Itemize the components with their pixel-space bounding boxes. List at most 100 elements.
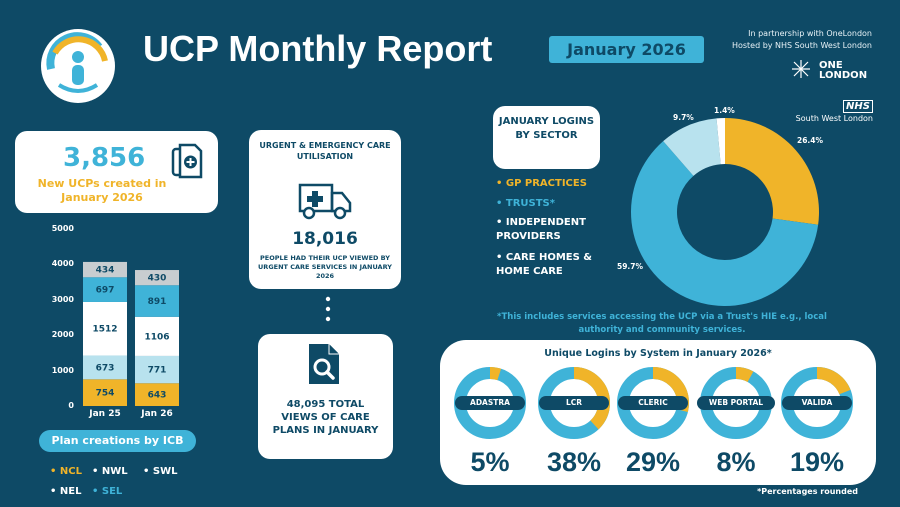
donut-slice-label: 9.7% <box>673 113 694 122</box>
ambulance-icon <box>298 181 353 225</box>
bar-value-label: 1106 <box>144 332 169 342</box>
icb-bar-svg: 754 673 1512 697 434 643 771 1106 891 430 <box>83 261 179 406</box>
legend-item-nel: • NEL <box>50 486 82 497</box>
y-tick-label: 5000 <box>51 224 74 233</box>
sector-legend-label: CARE HOMES & HOME CARE <box>496 252 593 277</box>
sector-legend-item: • INDEPENDENT PROVIDERS <box>496 216 606 244</box>
bar-value-label: 673 <box>96 363 115 373</box>
y-tick-label: 0 <box>68 401 74 410</box>
system-name-label: ADASTRA <box>455 396 525 410</box>
bar-value-label: 697 <box>96 286 115 296</box>
system-ring-fill <box>454 367 526 439</box>
systems-card: Unique Logins by System in January 2026*… <box>440 340 876 485</box>
system-percentage: 29% <box>625 447 681 477</box>
partner-line-1: In partnership with OneLondon <box>748 29 872 38</box>
donut-slice <box>716 118 725 165</box>
system-name-label: WEB PORTAL <box>697 396 775 410</box>
icb-chart-title: Plan creations by ICB <box>39 430 196 452</box>
y-tick-label: 1000 <box>51 365 74 375</box>
system-name-label: VALIDA <box>782 396 852 410</box>
ucp-logo <box>39 27 117 105</box>
bar-segment-swl <box>83 301 127 356</box>
icb-bar-chart: 0 1000 2000 3000 4000 5000 754 673 1512 697 434 64… <box>0 0 230 430</box>
rounded-footnote: *Percentages rounded <box>757 487 858 496</box>
bullet: • <box>496 217 506 228</box>
sector-title-card: JANUARY LOGINS BY SECTOR <box>493 106 600 169</box>
x-tick-label: Jan 26 <box>141 409 173 419</box>
onelondon-logo: ONE LONDON <box>791 58 873 81</box>
svg-text:ONE: ONE <box>819 60 843 71</box>
sector-legend-item: • GP PRACTICES <box>496 177 606 191</box>
bullet: • <box>496 252 506 263</box>
page-title: UCP Monthly Report <box>143 28 493 69</box>
bar-value-label: 754 <box>96 389 115 399</box>
bar-value-label: 891 <box>148 297 167 307</box>
sector-donut-chart <box>631 118 819 307</box>
x-tick-label: Jan 25 <box>89 409 121 419</box>
nhs-mark: NHS <box>843 100 873 113</box>
new-ucps-card: 3,856 New UCPs created in January 2026 <box>15 131 218 213</box>
bar-value-label: 430 <box>148 274 167 284</box>
legend-item-nwl: • NWL <box>92 466 128 477</box>
bullet: • <box>496 198 506 209</box>
month-badge: January 2026 <box>549 36 704 63</box>
urgent-care-card: URGENT & EMERGENCY CARE UTILISATION 18,0… <box>249 130 401 289</box>
y-tick-label: 2000 <box>51 330 74 340</box>
nhs-subtitle: South West London <box>795 114 873 123</box>
urgent-care-description: PEOPLE HAD THEIR UCP VIEWED BY URGENT CA… <box>258 254 392 280</box>
system-name-label: LCR <box>539 396 609 410</box>
legend-item-ncl: • NCL <box>50 466 82 477</box>
sector-footnote: *This includes services accessing the UC… <box>497 312 827 335</box>
bar-value-label: 434 <box>96 266 115 276</box>
sector-legend-item: • CARE HOMES & HOME CARE <box>496 251 606 279</box>
svg-text:LONDON: LONDON <box>819 70 867 80</box>
donut-slice-label: 1.4% <box>714 106 735 115</box>
urgent-care-count: 18,016 <box>292 229 358 249</box>
new-ucps-count: 3,856 <box>63 143 146 173</box>
system-percentage: 38% <box>546 447 602 477</box>
connector-dots <box>325 296 331 330</box>
bar-segment-sel <box>135 285 179 317</box>
system-ring-fill <box>700 367 772 439</box>
y-tick-label: 3000 <box>51 294 74 304</box>
sector-legend-item: • TRUSTS* <box>496 197 606 211</box>
sector-legend-label: GP PRACTICES <box>505 178 587 189</box>
bar-segment-sel <box>83 277 127 302</box>
system-ring-fill <box>781 367 853 439</box>
bar-segment-swl <box>135 316 179 356</box>
document-search-icon <box>306 342 342 390</box>
donut-slice-label: 59.7% <box>617 262 644 271</box>
total-views-card: 48,095 TOTAL VIEWS OF CARE PLANS IN JANU… <box>258 334 393 459</box>
system-percentage: 19% <box>789 447 845 477</box>
sector-legend-label: TRUSTS* <box>505 198 555 209</box>
new-ucps-label: New UCPs created in January 2026 <box>37 177 167 204</box>
partner-line-2: Hosted by NHS South West London <box>731 41 872 50</box>
donut-slice <box>631 141 819 307</box>
partner-info: In partnership with OneLondon Hosted by … <box>732 28 872 52</box>
bar-segment-nwl <box>135 355 179 384</box>
total-views-text: 48,095 TOTAL VIEWS OF CARE PLANS IN JANU… <box>272 399 379 436</box>
document-plus-icon <box>171 143 203 185</box>
bar-segment-nel <box>135 270 179 286</box>
system-name-label: CLERIC <box>618 396 688 410</box>
legend-item-sel: • SEL <box>92 486 123 497</box>
nhs-logo: NHS South West London <box>793 94 873 123</box>
sector-legend-label: INDEPENDENT PROVIDERS <box>496 217 586 242</box>
bar-segment-ncl <box>83 379 127 406</box>
bar-value-label: 1512 <box>92 325 117 335</box>
y-tick-label: 4000 <box>51 259 74 269</box>
donut-slice-label: 26.4% <box>797 136 824 145</box>
bar-segment-nel <box>83 261 127 278</box>
bullet: • <box>496 178 506 189</box>
systems-title: Unique Logins by System in January 2026* <box>544 348 772 359</box>
system-percentage: 8% <box>716 447 756 477</box>
system-percentage: 5% <box>470 447 510 477</box>
donut-slice <box>663 118 721 176</box>
bar-value-label: 643 <box>148 391 167 401</box>
sector-title: JANUARY LOGINS BY SECTOR <box>498 116 595 141</box>
bar-segment-ncl <box>135 383 179 406</box>
bar-segment-nwl <box>83 355 127 380</box>
bar-value-label: 771 <box>148 366 167 376</box>
urgent-care-title: URGENT & EMERGENCY CARE UTILISATION <box>259 141 391 161</box>
donut-slice <box>725 118 819 225</box>
